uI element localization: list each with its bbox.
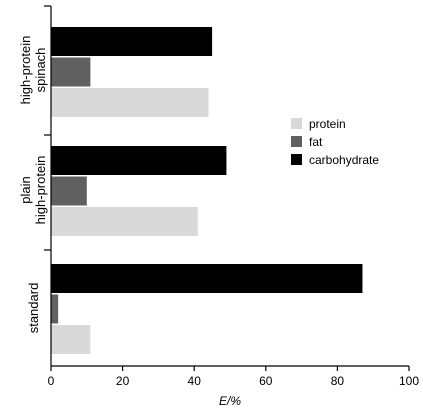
category-label: plain xyxy=(18,176,33,203)
category-label: standard xyxy=(26,283,41,334)
x-ticks: 0 20 40 60 80 100 xyxy=(48,366,419,388)
category-label: high-protein xyxy=(18,36,33,105)
legend: protein fat carbohydrate xyxy=(291,117,379,167)
x-tick-label: 60 xyxy=(259,374,273,388)
bar-protein xyxy=(51,325,91,354)
bar-fat xyxy=(51,294,59,324)
bar-carbohydrate xyxy=(51,27,213,56)
bar-protein xyxy=(51,88,209,117)
separator-lines xyxy=(44,5,51,251)
category-label: high-protein xyxy=(33,156,48,225)
legend-swatch-protein xyxy=(291,118,302,129)
x-tick-label: 20 xyxy=(116,374,130,388)
x-tick-label: 80 xyxy=(331,374,345,388)
x-tick-label: 0 xyxy=(48,374,55,388)
bar-carbohydrate xyxy=(51,146,227,175)
bars xyxy=(51,27,363,354)
bar-fat xyxy=(51,57,91,87)
category-label: spinach xyxy=(33,48,48,93)
x-tick-label: 40 xyxy=(188,374,202,388)
legend-label-fat: fat xyxy=(309,135,323,149)
x-tick-label: 100 xyxy=(399,374,419,388)
legend-label-carbohydrate: carbohydrate xyxy=(309,153,379,167)
x-axis-title: E/% xyxy=(219,394,241,408)
axes xyxy=(50,6,409,367)
legend-label-protein: protein xyxy=(309,117,346,131)
legend-swatch-carbohydrate xyxy=(291,154,302,165)
bar-carbohydrate xyxy=(51,264,363,293)
legend-swatch-fat xyxy=(291,136,302,147)
bar-fat xyxy=(51,176,87,206)
bar-protein xyxy=(51,207,198,236)
